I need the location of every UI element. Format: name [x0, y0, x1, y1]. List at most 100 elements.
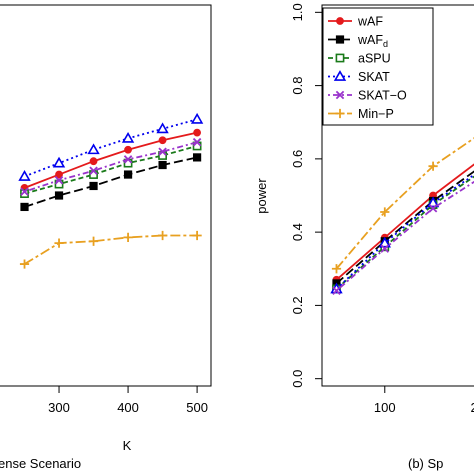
data-point — [123, 170, 133, 179]
data-point — [89, 157, 98, 166]
series-line — [335, 173, 474, 290]
legend-marker — [335, 90, 345, 100]
y-tick-label: 0.0 — [290, 370, 305, 388]
series-minp — [331, 137, 474, 274]
panel-right: 0.0 0.2 0.4 0.6 0.8 1.0 100 200 power (b) Sp — [254, 3, 474, 471]
data-point — [193, 128, 201, 137]
data-point — [52, 156, 66, 168]
series-aspu — [332, 175, 474, 294]
series-line — [335, 170, 474, 285]
y-axis-ticks-right: 0.0 0.2 0.4 0.6 0.8 1.0 — [290, 3, 322, 388]
data-point — [331, 264, 342, 274]
data-point — [428, 161, 438, 171]
panel-left: 300 400 500 K ense Scenario — [0, 4, 212, 471]
legend-entry-skato: SKAT−O — [328, 89, 407, 103]
x-tick-label: 200 — [471, 400, 474, 415]
data-point — [192, 153, 202, 162]
x-tick-label: 300 — [48, 400, 70, 415]
x-tick-label: 400 — [117, 400, 139, 415]
x-axis-ticks-right: 100 200 — [374, 386, 474, 415]
legend-marker — [335, 108, 345, 119]
plot-frame-right — [321, 4, 474, 387]
data-point — [380, 207, 390, 217]
y-axis-label-right: power — [254, 178, 269, 214]
data-point — [124, 145, 132, 154]
y-tick-label: 0.2 — [290, 296, 305, 314]
legend-label: wAF — [357, 15, 383, 29]
series-line — [24, 145, 198, 195]
y-tick-label: 0.6 — [290, 150, 305, 168]
legend: wAF wAFd aSPU SKAT SKAT−O Min−P — [322, 7, 434, 126]
data-point — [121, 131, 135, 143]
series-waf — [332, 163, 474, 284]
data-point — [54, 238, 64, 248]
plot-frame-left — [0, 4, 212, 387]
data-point — [123, 155, 133, 164]
series-line — [335, 175, 474, 290]
data-point — [158, 147, 167, 156]
legend-entry-wafd: wAFd — [328, 33, 388, 49]
panel-caption-left: ense Scenario — [0, 456, 81, 471]
legend-entry-aspu: aSPU — [328, 52, 391, 66]
data-point — [157, 230, 168, 241]
x-axis-label-left: K — [123, 438, 132, 453]
series-group-left — [18, 112, 204, 269]
data-point — [426, 196, 440, 208]
data-point — [55, 170, 63, 179]
series-skato — [20, 137, 202, 196]
data-point — [192, 137, 202, 147]
data-point — [18, 170, 31, 181]
series-group-right — [330, 137, 474, 295]
series-aspu — [20, 141, 202, 198]
legend-marker — [333, 70, 347, 81]
data-point — [332, 286, 341, 295]
series-skat — [18, 112, 204, 181]
x-tick-label: 500 — [186, 400, 208, 415]
legend-marker — [335, 53, 345, 63]
x-axis-ticks-left: 300 400 500 — [48, 386, 208, 415]
data-point — [428, 204, 438, 213]
data-point — [20, 187, 29, 196]
data-point — [88, 236, 99, 246]
series-waf — [20, 128, 201, 192]
legend-label: wAFd — [357, 33, 388, 49]
y-tick-label: 0.8 — [290, 77, 305, 95]
data-point — [192, 230, 202, 241]
legend-box — [322, 7, 434, 126]
series-line — [24, 141, 198, 193]
series-minp — [19, 230, 202, 269]
series-skato — [332, 180, 474, 295]
legend-marker — [336, 17, 344, 25]
legend-label: SKAT — [358, 70, 390, 84]
legend-entry-minp: Min−P — [328, 107, 394, 121]
data-point — [123, 232, 133, 243]
data-point — [20, 202, 29, 212]
panel-caption-right: (b) Sp — [408, 456, 443, 471]
legend-label: Min−P — [358, 107, 394, 121]
data-point — [89, 181, 98, 191]
x-tick-label: 100 — [374, 400, 396, 415]
legend-entry-waf: wAF — [328, 15, 383, 29]
data-point — [190, 112, 204, 124]
series-line — [335, 137, 474, 270]
data-point — [378, 236, 391, 248]
series-wafd — [20, 153, 202, 212]
legend-label: SKAT−O — [358, 89, 407, 103]
series-line — [24, 118, 198, 178]
data-point — [87, 143, 100, 155]
legend-entry-skat: SKAT — [328, 70, 390, 84]
data-point — [19, 259, 30, 269]
series-line — [24, 234, 198, 265]
data-point — [158, 160, 167, 170]
y-tick-label: 0.4 — [290, 223, 305, 241]
data-point — [158, 136, 167, 145]
data-point — [156, 122, 169, 134]
data-point — [380, 244, 390, 253]
legend-marker — [335, 35, 345, 44]
y-tick-label: 1.0 — [290, 3, 305, 21]
legend-label: aSPU — [358, 52, 391, 66]
series-line — [24, 131, 198, 189]
series-line — [24, 156, 198, 208]
data-point — [54, 176, 64, 185]
